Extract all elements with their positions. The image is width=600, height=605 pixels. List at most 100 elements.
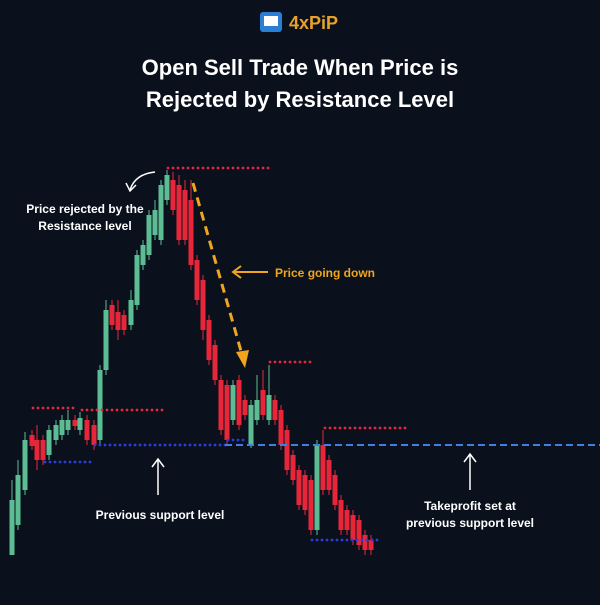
level-dot (325, 538, 329, 542)
level-dot (36, 406, 40, 410)
level-dot (303, 360, 307, 364)
candle-body (332, 475, 338, 505)
candle-body (128, 300, 134, 325)
level-dot (288, 360, 292, 364)
level-dot (236, 438, 240, 442)
level-dot (335, 538, 339, 542)
candle-body (302, 475, 308, 510)
candle-body (356, 520, 362, 545)
level-dot (80, 408, 84, 412)
level-dot (251, 166, 255, 170)
level-dot (166, 166, 170, 170)
level-dot (196, 166, 200, 170)
level-dot (163, 443, 167, 447)
candle-body (296, 470, 302, 505)
candle-body (158, 185, 164, 240)
candle-body (308, 480, 314, 530)
level-dot (328, 426, 332, 430)
candle-body (53, 425, 59, 440)
candle-body (260, 390, 266, 415)
level-dot (95, 408, 99, 412)
logo-icon-screen (264, 16, 278, 26)
level-dot (345, 538, 349, 542)
level-dot (168, 443, 172, 447)
level-dot (103, 443, 107, 447)
level-dot (198, 443, 202, 447)
level-dot (90, 408, 94, 412)
candle-body (121, 315, 127, 330)
candle-body (188, 200, 194, 265)
candle-body (290, 455, 296, 480)
level-dot (231, 438, 235, 442)
level-dot (83, 460, 87, 464)
level-dot (383, 426, 387, 430)
level-dot (355, 538, 359, 542)
candle-body (109, 305, 115, 325)
pointer-arrow (129, 171, 156, 191)
level-dot (188, 443, 192, 447)
level-dot (68, 460, 72, 464)
level-dot (256, 166, 260, 170)
candle-body (59, 420, 65, 435)
level-dot (78, 460, 82, 464)
level-dot (158, 443, 162, 447)
pointer-arrow-head (125, 182, 137, 193)
candle-body (84, 420, 90, 440)
title-line: Open Sell Trade When Price is (142, 55, 459, 80)
level-dot (143, 443, 147, 447)
level-dot (370, 538, 374, 542)
level-dot (273, 360, 277, 364)
candle-body (362, 535, 368, 550)
candle-body (338, 500, 344, 530)
level-dot (66, 406, 70, 410)
level-dot (176, 166, 180, 170)
candle-body (91, 425, 97, 445)
level-dot (283, 360, 287, 364)
candle-body (22, 440, 28, 490)
candle-body (212, 345, 218, 380)
level-dot (100, 408, 104, 412)
level-dot (61, 406, 65, 410)
level-dot (138, 443, 142, 447)
level-dot (153, 443, 157, 447)
candle-body (350, 515, 356, 540)
annotation: Resistance level (38, 219, 131, 233)
candle-body (344, 510, 350, 530)
level-dot (330, 538, 334, 542)
level-dot (98, 443, 102, 447)
level-dot (203, 443, 207, 447)
level-dot (93, 443, 97, 447)
level-dot (333, 426, 337, 430)
level-dot (125, 408, 129, 412)
trend-arrow-head (236, 350, 249, 368)
annotation: Price rejected by the (26, 202, 144, 216)
level-dot (110, 408, 114, 412)
level-dot (148, 443, 152, 447)
level-dot (241, 438, 245, 442)
candle-body (176, 185, 182, 240)
candle-body (248, 405, 254, 445)
level-dot (183, 443, 187, 447)
level-dot (208, 443, 212, 447)
candle-body (103, 310, 109, 370)
level-dot (186, 166, 190, 170)
level-dot (350, 538, 354, 542)
level-dot (46, 406, 50, 410)
level-dot (171, 166, 175, 170)
level-dot (393, 426, 397, 430)
candle-body (314, 445, 320, 530)
candle-body (9, 500, 15, 555)
level-dot (120, 408, 124, 412)
level-dot (71, 406, 75, 410)
level-dot (51, 406, 55, 410)
candle-body (164, 175, 170, 200)
candle-body (278, 410, 284, 445)
annotation: Previous support level (96, 508, 225, 522)
candle-body (254, 400, 260, 420)
candle-body (134, 255, 140, 305)
level-dot (373, 426, 377, 430)
candle-body (182, 190, 188, 240)
level-dot (236, 166, 240, 170)
level-dot (226, 166, 230, 170)
